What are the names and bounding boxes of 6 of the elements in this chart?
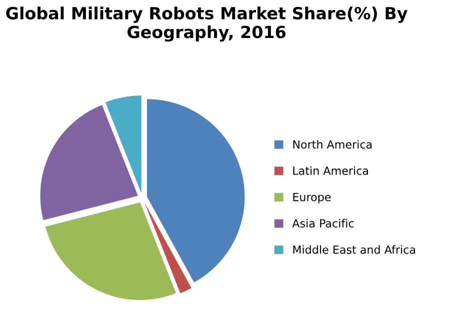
chart-title: Global Military Robots Market Share(%) By Geography, 2016 xyxy=(6,6,408,42)
legend-label: Middle East and Africa xyxy=(293,245,416,254)
legend-label: Europe xyxy=(293,192,331,204)
legend-label: Latin America xyxy=(293,166,368,175)
legend-label: North America xyxy=(293,140,372,149)
legend-label: Asia Pacific xyxy=(292,218,354,228)
